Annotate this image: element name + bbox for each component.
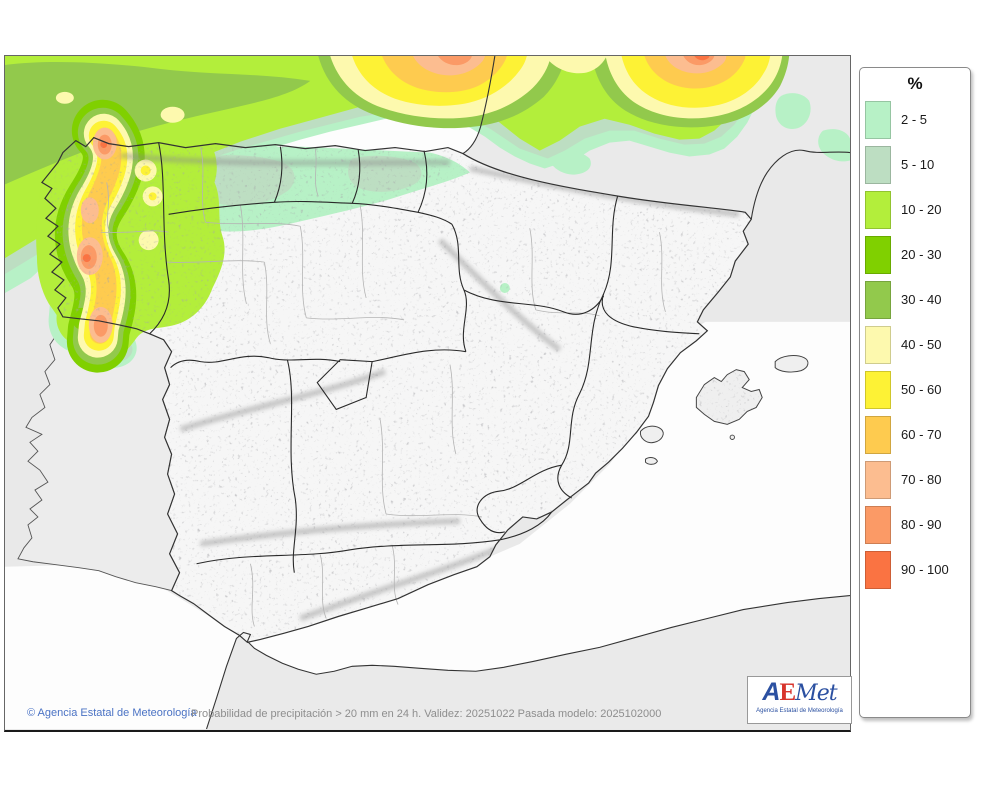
aemet-logo-subtitle: Agencia Estatal de Meteorología	[756, 708, 843, 714]
africa-coastline	[206, 595, 850, 730]
legend-label: 50 - 60	[901, 382, 942, 397]
logo-letter-a: A	[762, 678, 780, 706]
legend-label: 60 - 70	[901, 427, 942, 442]
logo-letters-met: Met	[795, 681, 837, 706]
aemet-logo-text: AEMet	[748, 679, 851, 707]
sea-domain-south	[5, 321, 850, 730]
legend-swatch	[865, 550, 891, 589]
legend-label: 30 - 40	[901, 292, 942, 307]
legend-swatch	[865, 100, 891, 139]
aemet-logo: AEMet Agencia Estatal de Meteorología	[747, 676, 852, 724]
ibiza-island	[639, 425, 664, 444]
province-borders	[100, 147, 666, 627]
boundaries	[41, 56, 850, 730]
france-med-coast	[750, 149, 850, 220]
legend-row: 60 - 70	[860, 412, 970, 457]
logo-letter-e: E	[779, 679, 796, 706]
cabrera-island	[729, 434, 735, 440]
legend-swatch	[865, 190, 891, 229]
legend-swatch	[865, 235, 891, 274]
legend-row: 70 - 80	[860, 457, 970, 502]
menorca-island	[774, 355, 809, 373]
legend-panel: % 2 - 5 5 - 10 10 - 20 20 - 30 30 - 40 40 - 5…	[859, 67, 971, 718]
legend-swatch	[865, 280, 891, 319]
spain-coastline	[41, 136, 752, 644]
france-atlantic-coast	[462, 56, 496, 155]
legend-title: %	[907, 74, 923, 93]
legend-row: 30 - 40	[860, 277, 970, 322]
legend-row: 5 - 10	[860, 142, 970, 187]
legend-items: 2 - 5 5 - 10 10 - 20 20 - 30 30 - 40 40 - 50 5…	[860, 97, 970, 592]
map-caption: Probabilidad de precipitación > 20 mm en…	[191, 708, 662, 720]
legend-label: 80 - 90	[901, 517, 942, 532]
legend-swatch	[865, 415, 891, 454]
legend-swatch	[865, 370, 891, 409]
map-canvas	[5, 56, 850, 730]
formentera-island	[644, 456, 659, 465]
legend-row: 2 - 5	[860, 97, 970, 142]
legend-row: 20 - 30	[860, 232, 970, 277]
legend-row: 40 - 50	[860, 322, 970, 367]
legend-swatch	[865, 145, 891, 184]
africa-land	[206, 595, 850, 730]
legend-label: 70 - 80	[901, 472, 942, 487]
map-copyright: © Agencia Estatal de Meteorología	[27, 707, 197, 719]
legend-row: 10 - 20	[860, 187, 970, 232]
legend-label: 40 - 50	[901, 337, 942, 352]
legend-label: 10 - 20	[901, 202, 942, 217]
legend-swatch	[865, 505, 891, 544]
legend-swatch	[865, 460, 891, 499]
legend-row: 50 - 60	[860, 367, 970, 412]
legend-label: 20 - 30	[901, 247, 942, 262]
legend-row: 90 - 100	[860, 547, 970, 592]
legend-label: 5 - 10	[901, 157, 935, 172]
legend-swatch	[865, 325, 891, 364]
map-panel: © Agencia Estatal de Meteorología Probab…	[4, 55, 852, 732]
legend-label: 90 - 100	[901, 562, 949, 577]
legend-label: 2 - 5	[901, 112, 928, 127]
legend-row: 80 - 90	[860, 502, 970, 547]
community-borders	[149, 142, 700, 573]
